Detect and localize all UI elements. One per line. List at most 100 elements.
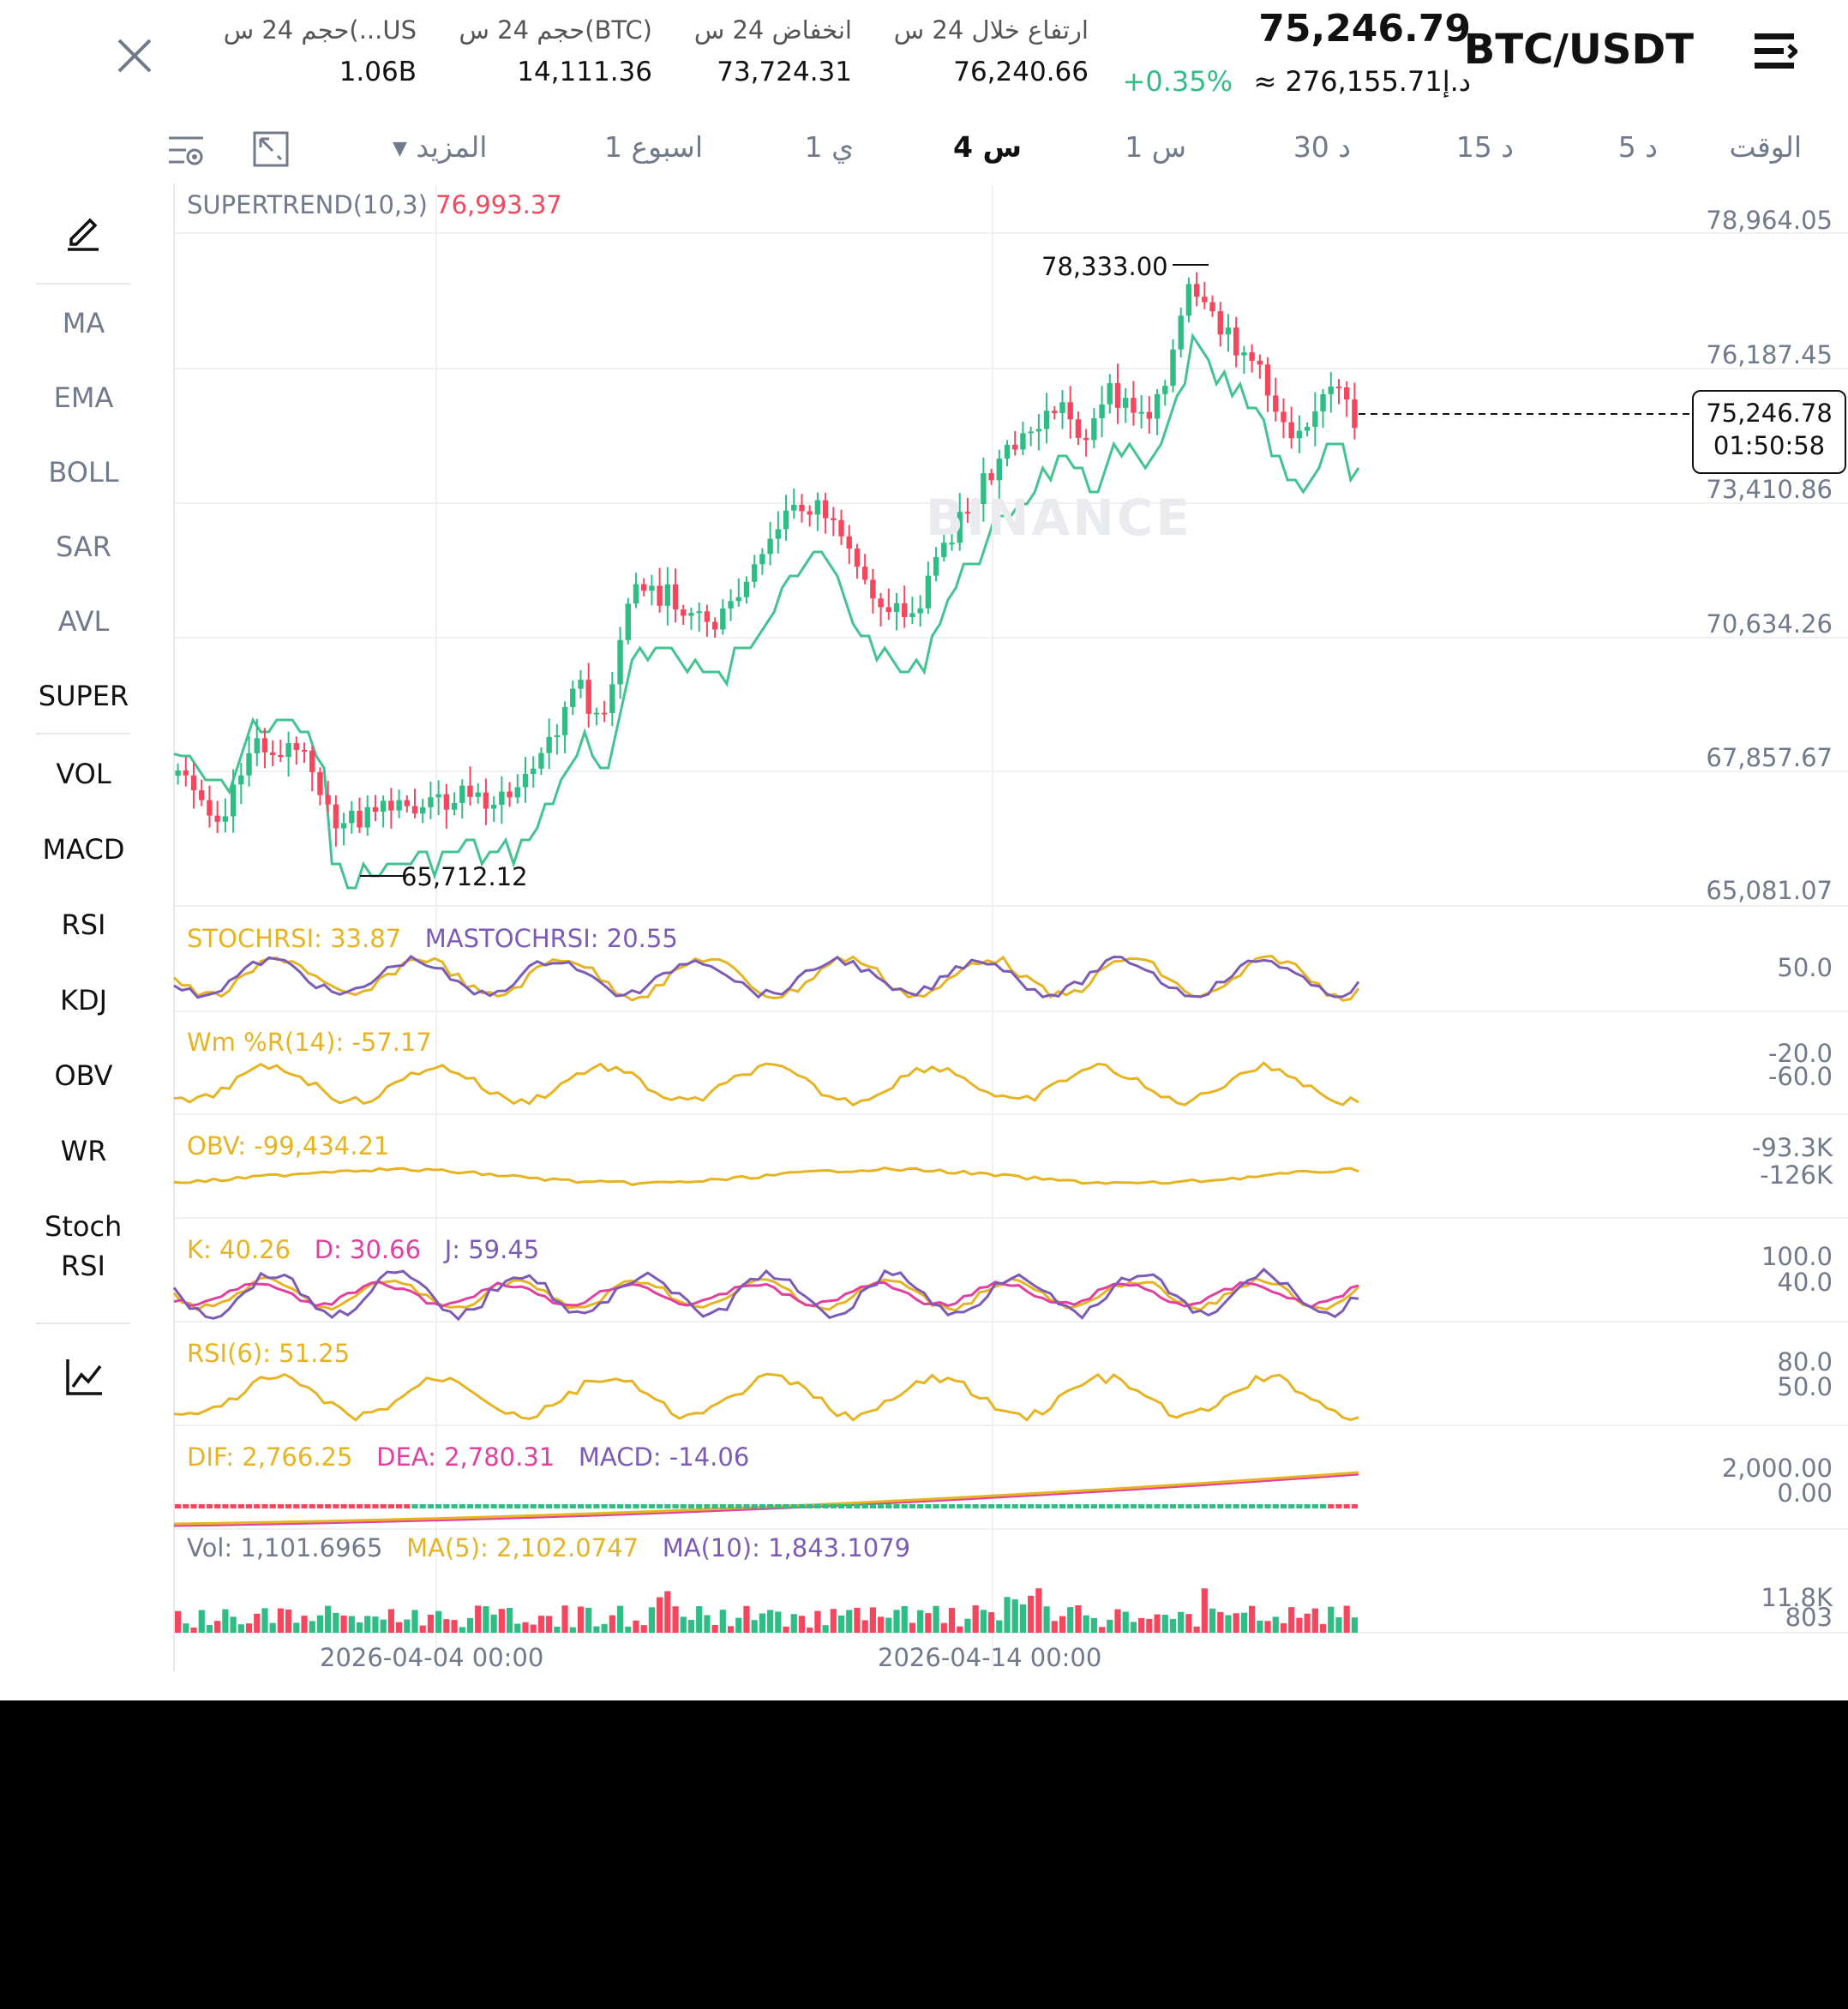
sidebar-item-boll[interactable]: BOLL — [48, 456, 119, 489]
sidebar-item-ema[interactable]: EMA — [53, 381, 114, 414]
volume-bar — [1233, 1613, 1239, 1633]
candle-body — [1123, 398, 1129, 408]
candle-body — [1241, 352, 1247, 356]
candle-body — [199, 790, 205, 801]
volume-bar — [245, 1623, 253, 1633]
macd-hist-bar — [316, 1504, 324, 1508]
mastochrsi-label: MASTOCHRSI: 20.55 — [424, 924, 678, 953]
candle-body — [483, 792, 489, 809]
volume-bar — [1319, 1623, 1327, 1633]
volume-bar — [1280, 1622, 1287, 1633]
candle-body — [538, 753, 544, 769]
volume-bar — [1130, 1622, 1137, 1633]
sidebar-item-stochrsi[interactable]: Stoch RSI — [45, 1210, 123, 1282]
close-button[interactable] — [105, 26, 165, 86]
tab-1w[interactable]: 1 اسبوع — [603, 130, 703, 164]
macd-hist-bar — [711, 1504, 718, 1508]
macd-hist-bar — [1201, 1504, 1208, 1508]
volume-bar — [711, 1624, 718, 1633]
volume-bar — [869, 1607, 876, 1633]
candle-body — [214, 815, 220, 822]
candle-body — [325, 795, 331, 805]
chart-layout-button[interactable] — [247, 125, 295, 173]
volume-bar — [490, 1614, 497, 1633]
pair-menu-button[interactable] — [1749, 24, 1800, 79]
macd-hist-bar — [309, 1504, 315, 1508]
candle-body — [1273, 395, 1279, 412]
macd-hist-bar — [387, 1504, 394, 1508]
volume-bar — [1217, 1611, 1224, 1633]
candle-body — [1217, 311, 1223, 335]
tab-1h[interactable]: 1 س — [1125, 130, 1186, 164]
candlestick-chart[interactable] — [0, 0, 1848, 1700]
pair-title[interactable]: BTC/USDT — [1463, 26, 1694, 74]
price-axis-label-0: 78,964.05 — [1706, 206, 1833, 235]
tab-30m[interactable]: 30 د — [1293, 130, 1351, 164]
candle-body — [1043, 411, 1050, 429]
candle-body — [1288, 422, 1294, 439]
candle-body — [941, 543, 947, 558]
macd-hist-bar — [1185, 1504, 1192, 1508]
candle-body — [1035, 429, 1042, 432]
sidebar-item-kdj[interactable]: KDJ — [59, 984, 108, 1016]
macd-hist-bar — [537, 1504, 545, 1508]
macd-hist-bar — [1257, 1504, 1263, 1508]
tab-4h[interactable]: 4 س — [953, 130, 1022, 164]
macd-hist-bar — [925, 1504, 932, 1508]
volume-bar — [751, 1620, 758, 1633]
macd-hist-bar — [348, 1504, 355, 1508]
rsi-axis-label-0: 80.0 — [1777, 1347, 1833, 1376]
more-dropdown[interactable]: ▼ المزيد — [393, 130, 487, 164]
macd-hist-bar — [987, 1504, 995, 1508]
candle-body — [238, 775, 244, 785]
candle-body — [372, 807, 379, 813]
tab-5m[interactable]: 5 د — [1617, 130, 1658, 164]
binance-watermark: BINANCE — [926, 489, 1192, 547]
volume-bar — [625, 1626, 632, 1633]
sidebar-item-vol[interactable]: VOL — [56, 758, 111, 790]
candle-body — [1075, 419, 1082, 438]
volume-bar — [987, 1612, 995, 1633]
current-price-value: 75,246.78 — [1706, 399, 1833, 428]
draw-tool-button[interactable] — [51, 206, 117, 257]
volume-bar — [1343, 1605, 1350, 1633]
mastochrsi-line — [173, 955, 1360, 999]
sidebar-divider-top — [36, 283, 130, 285]
current-price-tag[interactable]: 75,246.78 01:50:58 — [1692, 390, 1846, 474]
sidebar-item-sar[interactable]: SAR — [55, 531, 112, 563]
tab-15m[interactable]: 15 د — [1455, 130, 1514, 164]
sidebar-item-macd[interactable]: MACD — [42, 833, 125, 866]
macd-hist-bar — [1130, 1504, 1137, 1508]
macd-hist-bar — [585, 1504, 592, 1508]
volume-bar — [727, 1626, 735, 1633]
sidebar-item-wr[interactable]: WR — [60, 1135, 107, 1167]
sidebar-item-ma[interactable]: MA — [62, 307, 105, 339]
volume-bar — [1225, 1615, 1232, 1633]
macd-hist-bar — [1169, 1504, 1177, 1508]
tab-1d[interactable]: 1 ي — [804, 130, 854, 164]
candle-body — [981, 473, 987, 505]
sidebar-item-super[interactable]: SUPER — [38, 680, 129, 712]
candle-body — [822, 500, 829, 519]
indicator-list-button[interactable] — [55, 1351, 115, 1402]
candle-body — [1114, 383, 1121, 408]
macd-hist-bar — [498, 1504, 505, 1508]
sidebar-item-rsi[interactable]: RSI — [61, 909, 106, 941]
rsi-legend: RSI(6): 51.25 — [187, 1339, 351, 1368]
macd-hist-bar — [514, 1504, 521, 1508]
candle-body — [633, 584, 639, 604]
macd-hist-bar — [664, 1504, 671, 1508]
volume-bar — [411, 1610, 418, 1633]
volume-bar — [585, 1607, 592, 1633]
wr-line — [173, 1061, 1359, 1107]
candle-body — [609, 684, 615, 713]
macd-hist-bar — [443, 1504, 450, 1508]
tab-time[interactable]: الوقت — [1729, 130, 1802, 164]
sidebar-item-obv[interactable]: OBV — [54, 1059, 113, 1092]
macd-hist-bar — [1011, 1504, 1018, 1508]
indicator-settings-button[interactable] — [163, 127, 209, 173]
sidebar-item-avl[interactable]: AVL — [57, 605, 110, 638]
chart-screen: حجم 24 س(...US 1.06B حجم 24 س(BTC) 14,11… — [0, 0, 1848, 1700]
volume-bar — [546, 1616, 553, 1633]
stat-label-24h-high: ارتفاع خلال 24 س — [893, 15, 1089, 45]
